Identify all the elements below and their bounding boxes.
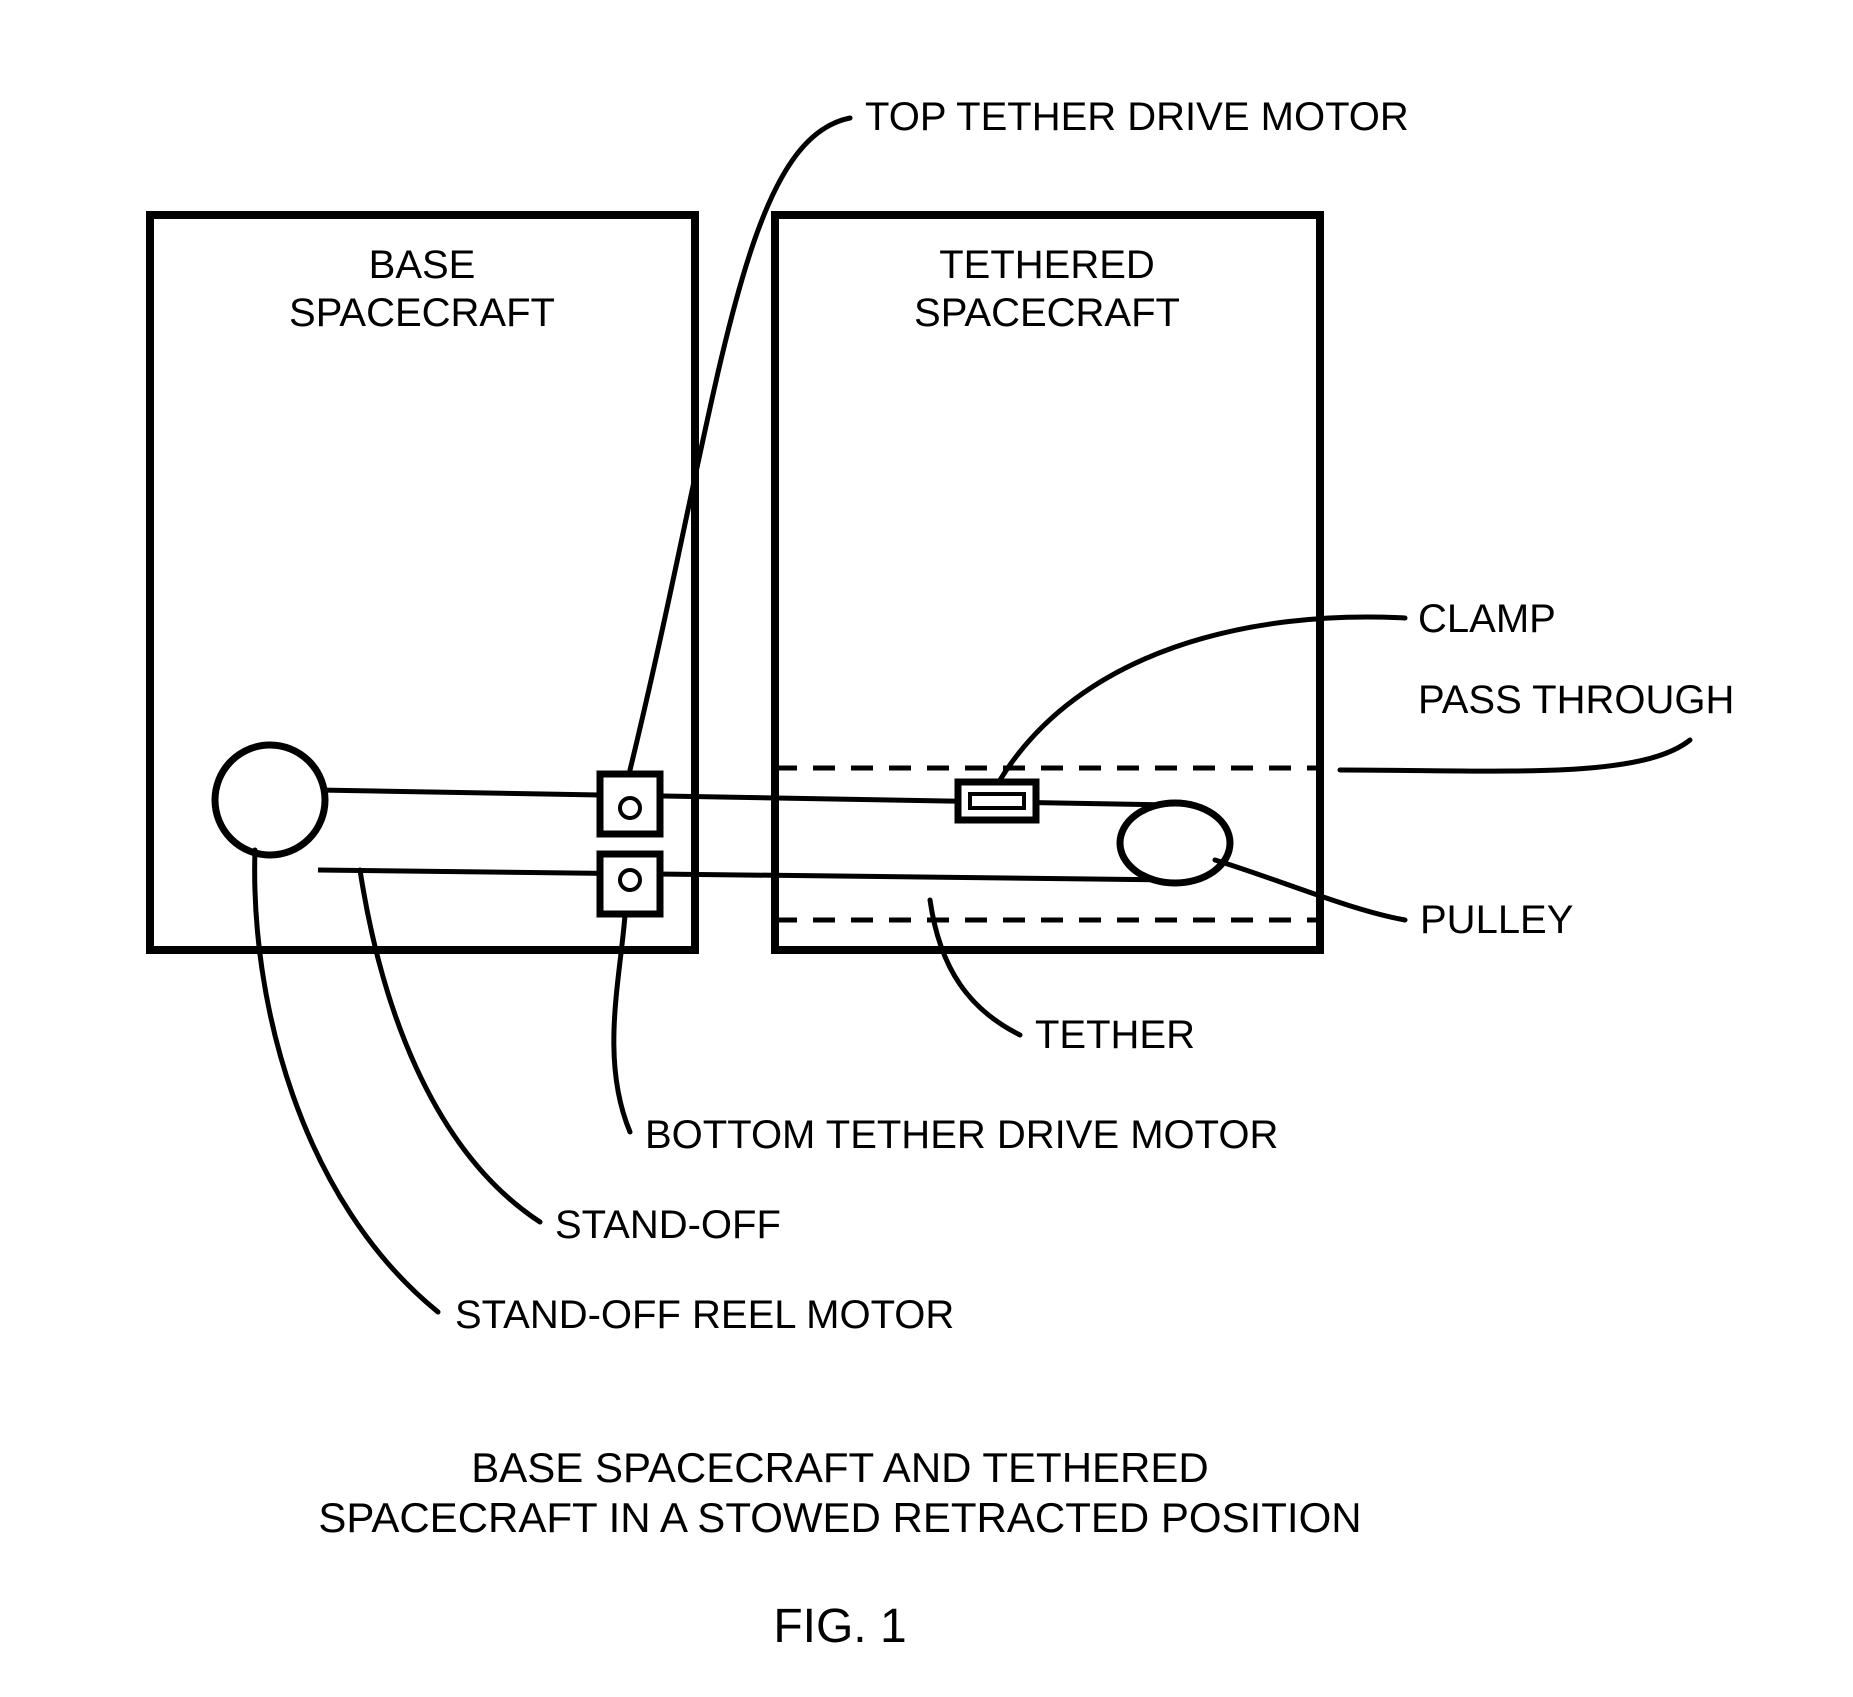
motor-top xyxy=(600,774,660,834)
caption-line2: SPACECRAFT IN A STOWED RETRACTED POSITIO… xyxy=(318,1494,1361,1541)
top-motor-label: TOP TETHER DRIVE MOTOR xyxy=(865,95,1409,139)
tethered-label-line1: TETHERED xyxy=(939,243,1155,287)
pulley-label: PULLEY xyxy=(1420,898,1573,942)
pass-through-leader xyxy=(1340,740,1690,771)
standoff-reel-label: STAND-OFF REEL MOTOR xyxy=(455,1293,954,1337)
tether-bottom-line xyxy=(318,870,1175,880)
bottom-motor-label: BOTTOM TETHER DRIVE MOTOR xyxy=(645,1113,1278,1157)
diagram-canvas: BASESPACECRAFTTETHEREDSPACECRAFTTOP TETH… xyxy=(0,0,1853,1697)
pulley xyxy=(1120,803,1230,883)
clamp-leader xyxy=(1000,617,1405,780)
tether-top-line xyxy=(318,790,1175,805)
clamp-label: CLAMP xyxy=(1418,597,1556,641)
standoff-label: STAND-OFF xyxy=(555,1203,781,1247)
standoff-leader xyxy=(360,870,540,1222)
motor-bottom xyxy=(600,854,660,914)
figure-label: FIG. 1 xyxy=(773,1600,906,1653)
tethered-label-line2: SPACECRAFT xyxy=(914,291,1180,335)
base-label-line1: BASE xyxy=(369,243,476,287)
tether-label: TETHER xyxy=(1035,1013,1195,1057)
base-label-line2: SPACECRAFT xyxy=(289,291,555,335)
pass-through-label: PASS THROUGH xyxy=(1418,678,1734,722)
caption-line1: BASE SPACECRAFT AND TETHERED xyxy=(471,1444,1209,1491)
standoff-reel-leader xyxy=(255,850,438,1312)
standoff-reel xyxy=(215,745,325,855)
pulley-leader xyxy=(1215,860,1405,920)
